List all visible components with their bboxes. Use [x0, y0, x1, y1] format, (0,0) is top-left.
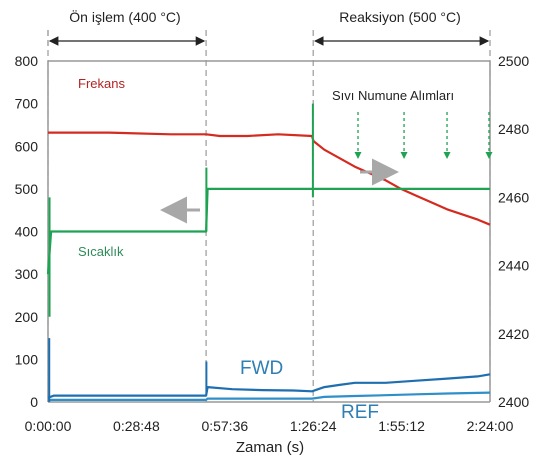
y-left-tick-label: 400 — [15, 224, 39, 240]
x-tick-label: 0:00:00 — [25, 418, 72, 434]
series-label-fwd: FWD — [240, 358, 283, 379]
sampling-label: Sıvı Numune Alımları — [332, 88, 454, 103]
x-tick-label: 2:24:00 — [467, 418, 514, 434]
y-right-tick-label: 2500 — [498, 53, 529, 69]
y-left-tick-label: 800 — [15, 53, 39, 69]
x-axis-label: Zaman (s) — [236, 439, 304, 456]
y-left-tick-label: 0 — [30, 394, 38, 410]
y-left-tick-label: 600 — [15, 138, 39, 154]
y-left-tick-label: 200 — [15, 309, 39, 325]
y-right-tick-label: 2480 — [498, 121, 529, 137]
y-left-tick-label: 700 — [15, 96, 39, 112]
phase-label-pretreatment: Ön işlem (400 °C) — [69, 8, 180, 25]
series-label-sicaklik: Sıcaklık — [78, 244, 124, 259]
y-left-tick-label: 100 — [15, 351, 39, 367]
series-line-s-cakl-k — [46, 187, 490, 275]
series-label-frekans: Frekans — [78, 76, 125, 91]
axes: 0 100 200 300 400 500 600 700 800 2400 2420 2440 246… — [15, 53, 530, 434]
x-tick-label: 0:57:36 — [201, 418, 248, 434]
phase-label-reaction: Reaksiyon (500 °C) — [339, 9, 461, 25]
y-right-tick-label: 2400 — [498, 394, 529, 410]
y-left-tick-label: 500 — [15, 181, 39, 197]
sampling-arrow-head — [485, 152, 493, 159]
y-left-tick-label: 300 — [15, 266, 39, 282]
axis-arrows — [160, 112, 493, 224]
series-line-frekans — [48, 131, 491, 226]
y-right-tick-label: 2420 — [498, 326, 529, 342]
sampling-arrow-head — [400, 152, 408, 159]
y-right-tick-label: 2440 — [498, 258, 529, 274]
y-right-tick-label: 2460 — [498, 189, 529, 205]
sampling-arrow-head — [354, 152, 362, 159]
sampling-arrow-head — [443, 152, 451, 159]
x-tick-label: 0:28:48 — [113, 418, 160, 434]
series-line-ref — [48, 391, 491, 401]
x-tick-label: 1:55:12 — [378, 418, 425, 434]
series-line-fwd — [47, 373, 491, 399]
x-tick-label: 1:26:24 — [290, 418, 337, 434]
series-lines — [46, 103, 491, 402]
series-label-ref: REF — [341, 402, 379, 423]
